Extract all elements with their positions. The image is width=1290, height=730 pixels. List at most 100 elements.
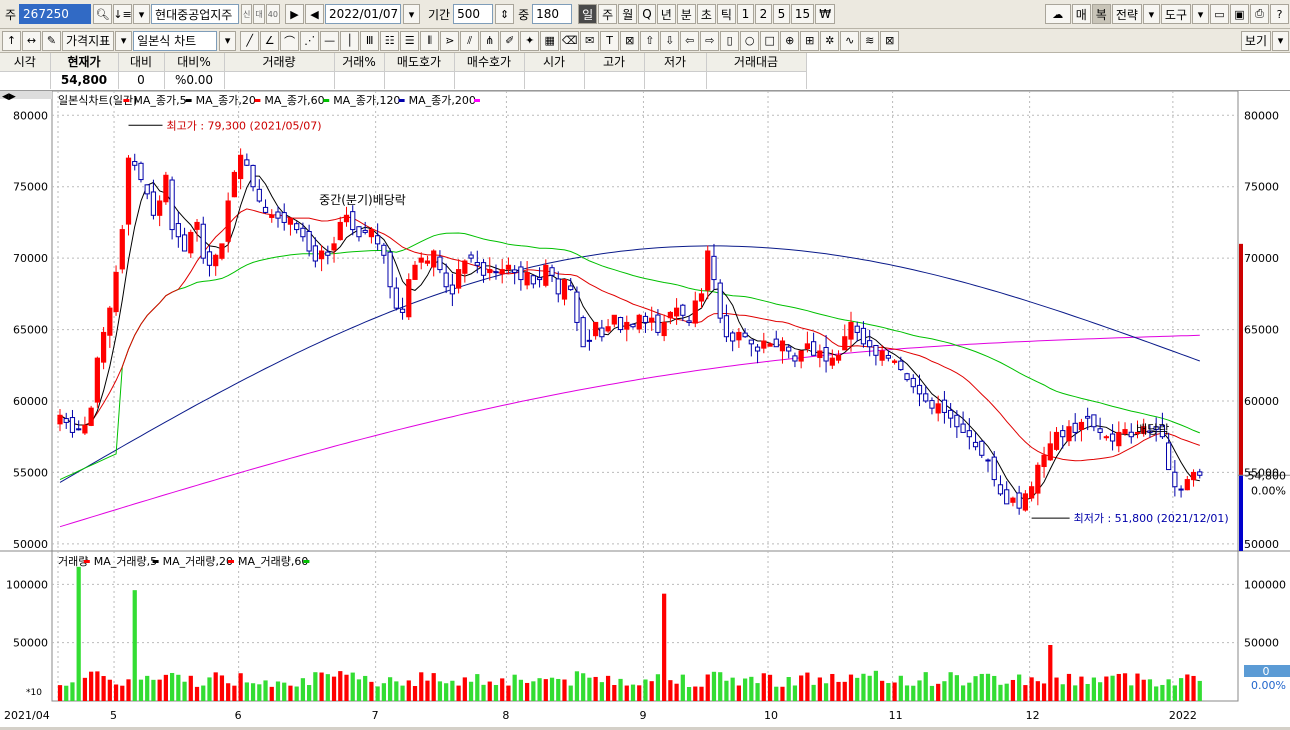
stock-code-input[interactable]: 267250 xyxy=(19,4,92,24)
candle-body xyxy=(300,227,306,238)
volume-bar xyxy=(182,681,187,701)
chart-area[interactable]: ◀▶ 80000 80000 75000 75000 70000 70000 65000 650… xyxy=(0,90,1290,727)
volume-bar xyxy=(120,685,125,701)
shift-up-icon[interactable]: ⇧ xyxy=(640,30,660,51)
volume-bar xyxy=(1178,678,1184,701)
view-dropdown-icon[interactable]: ▾ xyxy=(1272,30,1289,51)
volume-bar xyxy=(201,685,206,701)
play-left-icon[interactable]: ◀ xyxy=(304,4,324,24)
settings-icon[interactable]: ✲ xyxy=(820,30,840,51)
wave-icon[interactable]: ∿ xyxy=(840,30,860,51)
volume-bar xyxy=(1066,673,1072,701)
quote-header: 현재가 xyxy=(50,53,119,72)
fibo-horizontal-icon[interactable]: ☰ xyxy=(400,30,420,51)
period-day-button[interactable]: 일 xyxy=(578,4,598,24)
period-week-button[interactable]: 주 xyxy=(598,4,618,24)
search-icon[interactable]: 🔍︎ xyxy=(93,4,113,24)
help-icon[interactable]: ? xyxy=(1270,4,1289,24)
nav-arrows xyxy=(0,91,52,99)
print-icon[interactable]: ⎙ xyxy=(1250,4,1269,24)
period-minute-button[interactable]: 분 xyxy=(676,4,696,24)
save-icon[interactable]: ▣ xyxy=(1230,4,1249,24)
eraser-icon[interactable]: ⌫ xyxy=(560,30,580,51)
period-second-button[interactable]: 초 xyxy=(696,4,716,24)
candle-body xyxy=(636,314,642,330)
stepper-icon[interactable]: ⇕ xyxy=(495,4,515,24)
period-month-button[interactable]: 월 xyxy=(618,4,638,24)
hline-tool-icon[interactable]: — xyxy=(320,30,340,51)
volume-bar xyxy=(207,677,212,701)
buy-sell-button[interactable]: 매 xyxy=(1071,4,1091,24)
pitchfork-icon[interactable]: ⋔ xyxy=(480,30,500,51)
volume-bar xyxy=(568,685,573,701)
line-tool-icon[interactable]: ╱ xyxy=(240,30,260,51)
price-index-button[interactable]: 가격지표 xyxy=(62,30,115,51)
candle-body xyxy=(835,354,842,361)
shift-left-icon[interactable]: ⇦ xyxy=(680,30,700,51)
close-box-icon[interactable]: ⊠ xyxy=(880,30,900,51)
volume-bar xyxy=(830,673,835,701)
pencil-icon[interactable]: ✐ xyxy=(500,30,520,51)
stock-name-field[interactable]: 현대중공업지주 xyxy=(151,4,240,24)
cloud-icon[interactable]: ☁ xyxy=(1044,4,1071,24)
cycle-tool-icon[interactable]: ⫴ xyxy=(420,30,440,51)
color-grid-icon[interactable]: ▦ xyxy=(540,30,560,51)
volume-bar xyxy=(929,685,935,701)
angle-tool-icon[interactable]: ∠ xyxy=(260,30,280,51)
magic-icon[interactable]: ✦ xyxy=(520,30,540,51)
price-index-dropdown-icon[interactable]: ▾ xyxy=(115,30,133,51)
zoom-icon[interactable]: ⊕ xyxy=(780,30,800,51)
period-input[interactable]: 500 xyxy=(453,4,494,24)
period-quarter-button[interactable]: Q xyxy=(638,4,656,24)
shift-right-icon[interactable]: ⇨ xyxy=(700,30,720,51)
zoom-fit-icon[interactable]: ⊞ xyxy=(800,30,820,51)
arrow-up-icon[interactable]: ↑ xyxy=(2,30,21,51)
interval-1-button[interactable]: 1 xyxy=(736,4,754,24)
play-right-icon[interactable]: ▶ xyxy=(284,4,304,24)
period-year-button[interactable]: 년 xyxy=(656,4,676,24)
date-input[interactable]: 2022/01/07 xyxy=(324,4,401,24)
fibo-vertical-icon[interactable]: Ⅲ xyxy=(360,30,380,51)
folder-icon[interactable]: ▭ xyxy=(1210,4,1229,24)
interval-5-button[interactable]: 5 xyxy=(772,4,790,24)
chart-type-select[interactable]: 일본식 차트 xyxy=(133,30,218,51)
volume-bar xyxy=(680,674,685,701)
sort-icon[interactable]: ↓≡ xyxy=(113,4,133,24)
count-input[interactable]: 180 xyxy=(532,4,573,24)
delete-box-icon[interactable]: ⊠ xyxy=(620,30,640,51)
fan-tool-icon[interactable]: ⋰ xyxy=(300,30,320,51)
shift-down-icon[interactable]: ⇩ xyxy=(660,30,680,51)
candle-body xyxy=(1041,454,1047,468)
chevron-down-icon[interactable]: ▾ xyxy=(133,4,151,24)
duplicate-button[interactable]: 복 xyxy=(1091,4,1111,24)
vline-tool-icon[interactable]: │ xyxy=(340,30,360,51)
interval-15-button[interactable]: 15 xyxy=(790,4,815,24)
strategy-button[interactable]: 전략 xyxy=(1111,4,1142,24)
wave2-icon[interactable]: ≋ xyxy=(860,30,880,51)
candle-body xyxy=(493,271,499,274)
date-dropdown-icon[interactable]: ▾ xyxy=(402,4,420,24)
currency-button[interactable]: ₩ xyxy=(815,4,836,24)
note-icon[interactable]: ✉ xyxy=(580,30,600,51)
chart-type-dropdown-icon[interactable]: ▾ xyxy=(219,30,237,51)
doc-icon[interactable]: ▯ xyxy=(720,30,740,51)
strategy-dropdown-icon[interactable]: ▾ xyxy=(1142,4,1160,24)
candle-body xyxy=(1184,479,1190,491)
arc-tool-icon[interactable]: ⌒ xyxy=(280,30,300,51)
circle-tool-icon[interactable]: ○ xyxy=(740,30,760,51)
text-tool-icon[interactable]: T xyxy=(600,30,620,51)
arrows-lr-icon[interactable]: ↔ xyxy=(22,30,41,51)
view-button[interactable]: 보기 xyxy=(1240,30,1271,51)
tools-dropdown-icon[interactable]: ▾ xyxy=(1192,4,1209,24)
candle-body xyxy=(88,407,94,426)
rect-tool-icon[interactable]: □ xyxy=(760,30,780,51)
speed-line-icon[interactable]: ⋗ xyxy=(440,30,460,51)
channel-tool-icon[interactable]: ⫽ xyxy=(460,30,480,51)
volume-bar xyxy=(599,682,604,701)
grid-tool-icon[interactable]: ☷ xyxy=(380,30,400,51)
tools-button[interactable]: 도구 xyxy=(1160,4,1191,24)
edit-icon[interactable]: ✎ xyxy=(42,30,61,51)
interval-2-button[interactable]: 2 xyxy=(754,4,772,24)
period-tick-button[interactable]: 틱 xyxy=(716,4,736,24)
